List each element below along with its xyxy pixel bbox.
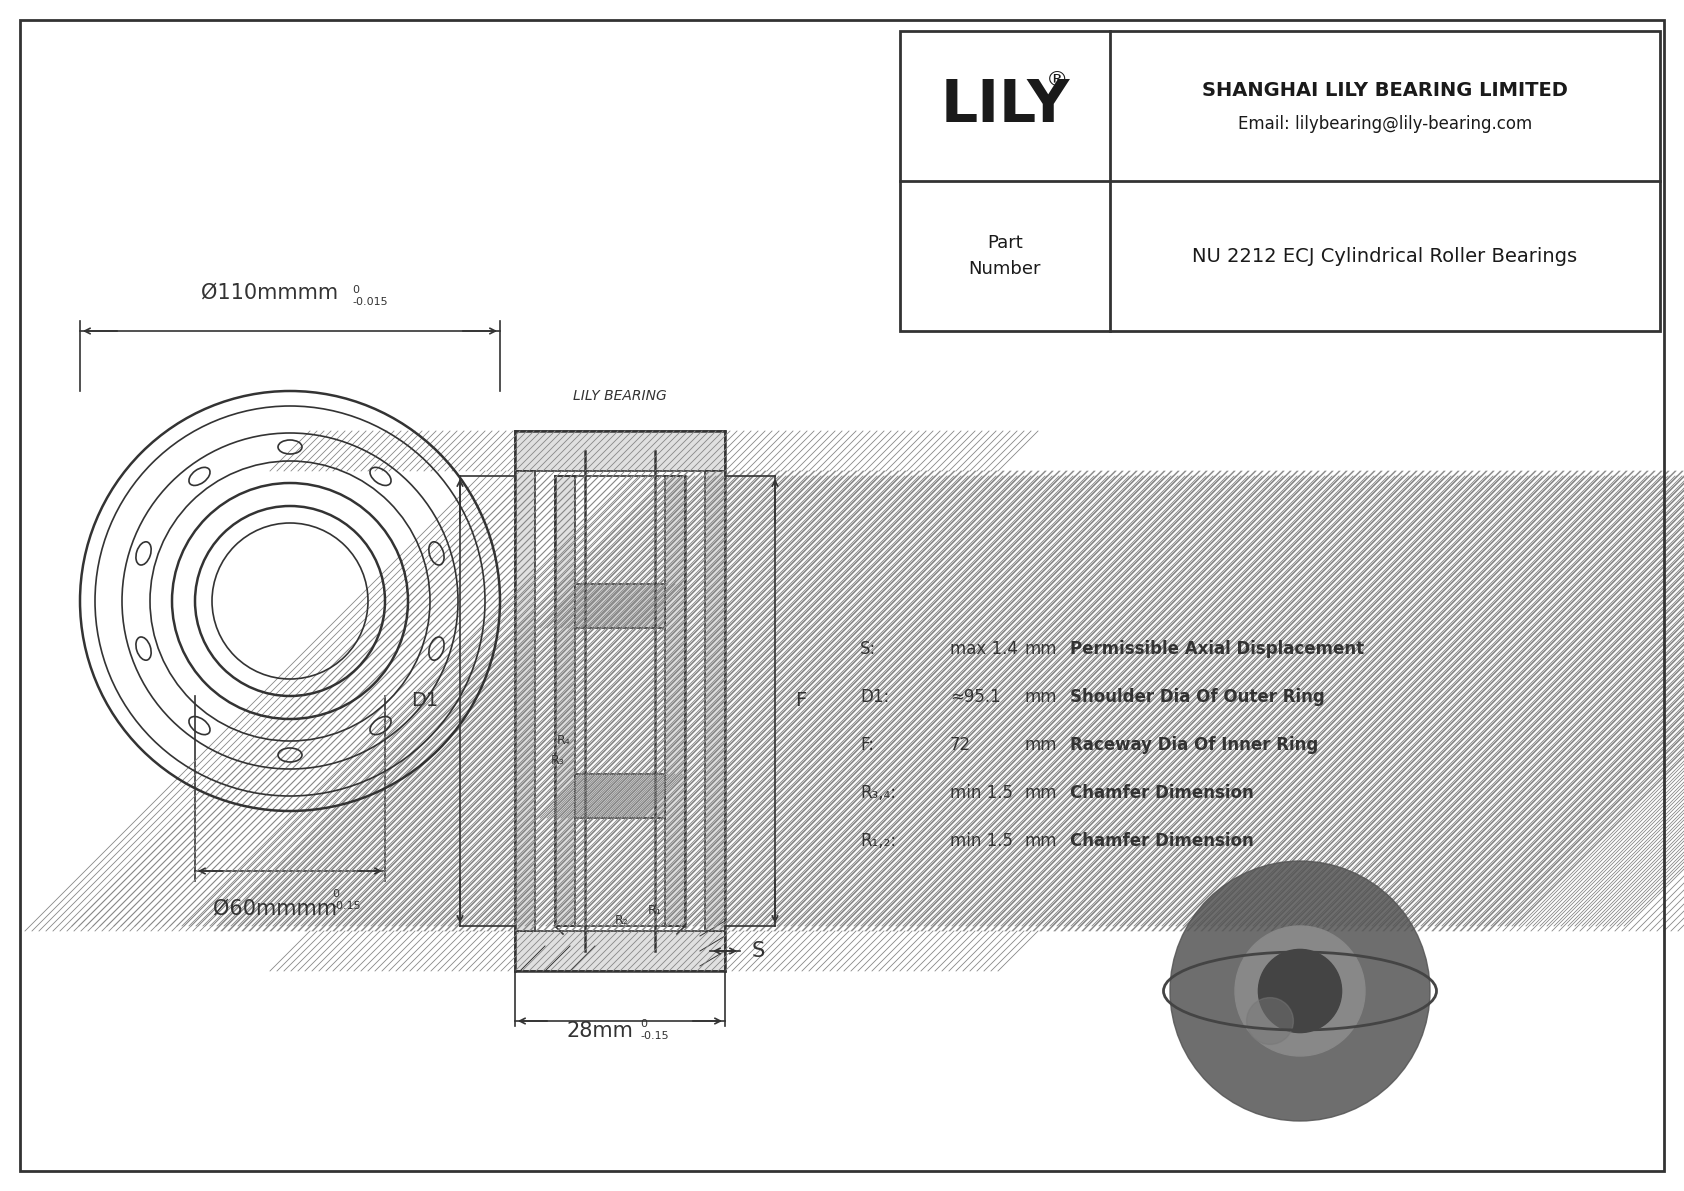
- Text: Part
Number: Part Number: [968, 233, 1041, 279]
- Bar: [899, 31, 1660, 331]
- Text: D1: D1: [411, 692, 438, 711]
- FancyBboxPatch shape: [515, 931, 726, 971]
- Circle shape: [1246, 998, 1293, 1045]
- FancyBboxPatch shape: [556, 476, 574, 925]
- Text: ≈95.1: ≈95.1: [950, 688, 1000, 706]
- Text: -0.15: -0.15: [640, 1031, 669, 1041]
- Text: F: F: [795, 692, 807, 711]
- Text: Raceway Dia Of Inner Ring: Raceway Dia Of Inner Ring: [1069, 736, 1319, 754]
- Text: Email: lilybearing@lily-bearing.com: Email: lilybearing@lily-bearing.com: [1238, 116, 1532, 133]
- Text: ®: ®: [1046, 70, 1068, 91]
- Text: LILY BEARING: LILY BEARING: [573, 389, 667, 403]
- Text: max 1.4: max 1.4: [950, 640, 1017, 657]
- Circle shape: [1170, 861, 1430, 1121]
- Text: mm: mm: [1026, 736, 1058, 754]
- Text: mm: mm: [1026, 640, 1058, 657]
- Text: NU 2212 ECJ Cylindrical Roller Bearings: NU 2212 ECJ Cylindrical Roller Bearings: [1192, 247, 1578, 266]
- Text: R₂: R₂: [615, 915, 628, 928]
- Text: R₃,₄:: R₃,₄:: [861, 784, 896, 802]
- Text: 72: 72: [950, 736, 972, 754]
- Text: Ø110mmmm: Ø110mmmm: [202, 283, 338, 303]
- Text: 28mm: 28mm: [566, 1021, 633, 1041]
- Text: mm: mm: [1026, 688, 1058, 706]
- Text: SHANGHAI LILY BEARING LIMITED: SHANGHAI LILY BEARING LIMITED: [1202, 81, 1568, 100]
- Text: Ø60mmmm: Ø60mmmm: [212, 899, 337, 919]
- Text: R₃: R₃: [551, 755, 566, 767]
- Text: R₁: R₁: [648, 904, 662, 917]
- FancyBboxPatch shape: [574, 774, 665, 818]
- Text: mm: mm: [1026, 784, 1058, 802]
- Text: S:: S:: [861, 640, 876, 657]
- Text: LILY: LILY: [940, 77, 1069, 135]
- Text: Shoulder Dia Of Outer Ring: Shoulder Dia Of Outer Ring: [1069, 688, 1325, 706]
- Text: S: S: [753, 941, 765, 961]
- Text: 0: 0: [352, 285, 359, 295]
- Text: Permissible Axial Displacement: Permissible Axial Displacement: [1069, 640, 1364, 657]
- FancyBboxPatch shape: [574, 584, 665, 628]
- Circle shape: [1258, 949, 1342, 1033]
- Text: 0: 0: [640, 1019, 647, 1029]
- Text: F:: F:: [861, 736, 874, 754]
- Text: R₄: R₄: [556, 735, 569, 748]
- Text: -0.15: -0.15: [332, 902, 360, 911]
- Text: R₁,₂:: R₁,₂:: [861, 833, 896, 850]
- FancyBboxPatch shape: [706, 470, 726, 931]
- Text: -0.015: -0.015: [352, 297, 387, 307]
- FancyBboxPatch shape: [515, 431, 726, 470]
- FancyBboxPatch shape: [665, 476, 685, 925]
- Text: 0: 0: [332, 888, 338, 899]
- Text: Chamfer Dimension: Chamfer Dimension: [1069, 833, 1255, 850]
- Text: min 1.5: min 1.5: [950, 833, 1014, 850]
- Text: min 1.5: min 1.5: [950, 784, 1014, 802]
- Text: Chamfer Dimension: Chamfer Dimension: [1069, 784, 1255, 802]
- Text: mm: mm: [1026, 833, 1058, 850]
- Text: D1:: D1:: [861, 688, 889, 706]
- Circle shape: [1234, 925, 1366, 1056]
- FancyBboxPatch shape: [515, 470, 536, 931]
